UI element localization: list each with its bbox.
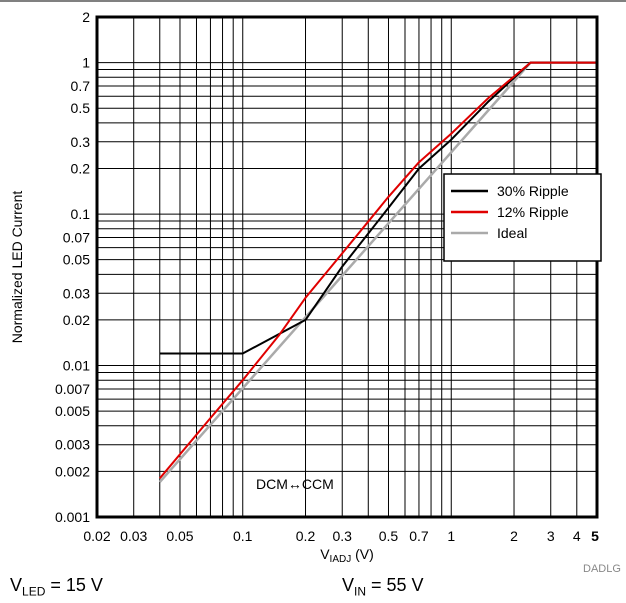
source-code-label: DADLG — [583, 563, 621, 575]
x-tick-label: 2 — [510, 528, 518, 544]
y-tick-label: 0.01 — [63, 358, 90, 374]
y-tick-label: 2 — [82, 9, 90, 25]
y-tick-label: 0.005 — [55, 403, 90, 419]
condition-vin: VIN = 55 V — [342, 575, 424, 599]
y-tick-label: 0.07 — [63, 230, 90, 246]
y-tick-label: 0.7 — [71, 78, 91, 94]
legend: 30% Ripple 12% Ripple Ideal — [443, 173, 602, 262]
x-tick-label: 5 — [591, 528, 599, 544]
x-tick-label: 0.3 — [332, 528, 352, 544]
y-tick-label: 0.02 — [63, 312, 90, 328]
x-tick-label: 0.5 — [379, 528, 399, 544]
x-tick-label: 0.02 — [83, 528, 110, 544]
y-tick-label: 0.3 — [71, 134, 91, 150]
series-line-ideal — [158, 61, 597, 483]
x-tick-labels: 0.02 0.03 0.05 0.1 0.2 0.3 0.5 0.7 1 2 3 4 5 — [83, 528, 599, 544]
y-tick-label: 0.2 — [71, 160, 91, 176]
y-tick-label: 0.001 — [55, 509, 90, 525]
x-tick-label: 0.03 — [120, 528, 147, 544]
y-tick-label: 0.1 — [71, 206, 91, 222]
y-tick-label: 0.007 — [55, 381, 90, 397]
legend-box — [443, 173, 602, 262]
y-tick-label: 0.03 — [63, 285, 90, 301]
legend-label: Ideal — [497, 225, 527, 241]
y-tick-label: 0.003 — [55, 437, 90, 453]
x-tick-label: 0.2 — [296, 528, 316, 544]
y-tick-label: 0.002 — [55, 463, 90, 479]
x-tick-label: 3 — [547, 528, 555, 544]
grid — [96, 16, 598, 518]
y-tick-labels: 0.001 0.002 0.003 0.005 0.007 0.01 0.02 0.03 0.0… — [55, 9, 90, 525]
x-tick-label: 1 — [447, 528, 455, 544]
dcm-ccm-annotation: DCM↔CCM — [256, 476, 334, 492]
plot-frame — [95, 15, 599, 519]
x-axis-label: VIADJ (V) — [320, 546, 374, 565]
x-tick-label: 4 — [573, 528, 581, 544]
y-tick-label: 1 — [82, 55, 90, 71]
x-tick-label: 0.7 — [409, 528, 429, 544]
y-tick-label: 0.05 — [63, 252, 90, 268]
legend-label: 12% Ripple — [497, 204, 569, 220]
condition-vled: VLED = 15 V — [10, 575, 103, 599]
legend-label: 30% Ripple — [497, 183, 569, 199]
x-tick-label: 0.1 — [233, 528, 253, 544]
plot-lines — [158, 61, 597, 483]
y-tick-label: 0.5 — [71, 100, 91, 116]
series-line-12-ripple — [159, 61, 597, 479]
y-axis-label: Normalized LED Current — [9, 191, 25, 344]
x-tick-label: 0.05 — [166, 528, 193, 544]
series-line-30-ripple — [159, 61, 597, 355]
